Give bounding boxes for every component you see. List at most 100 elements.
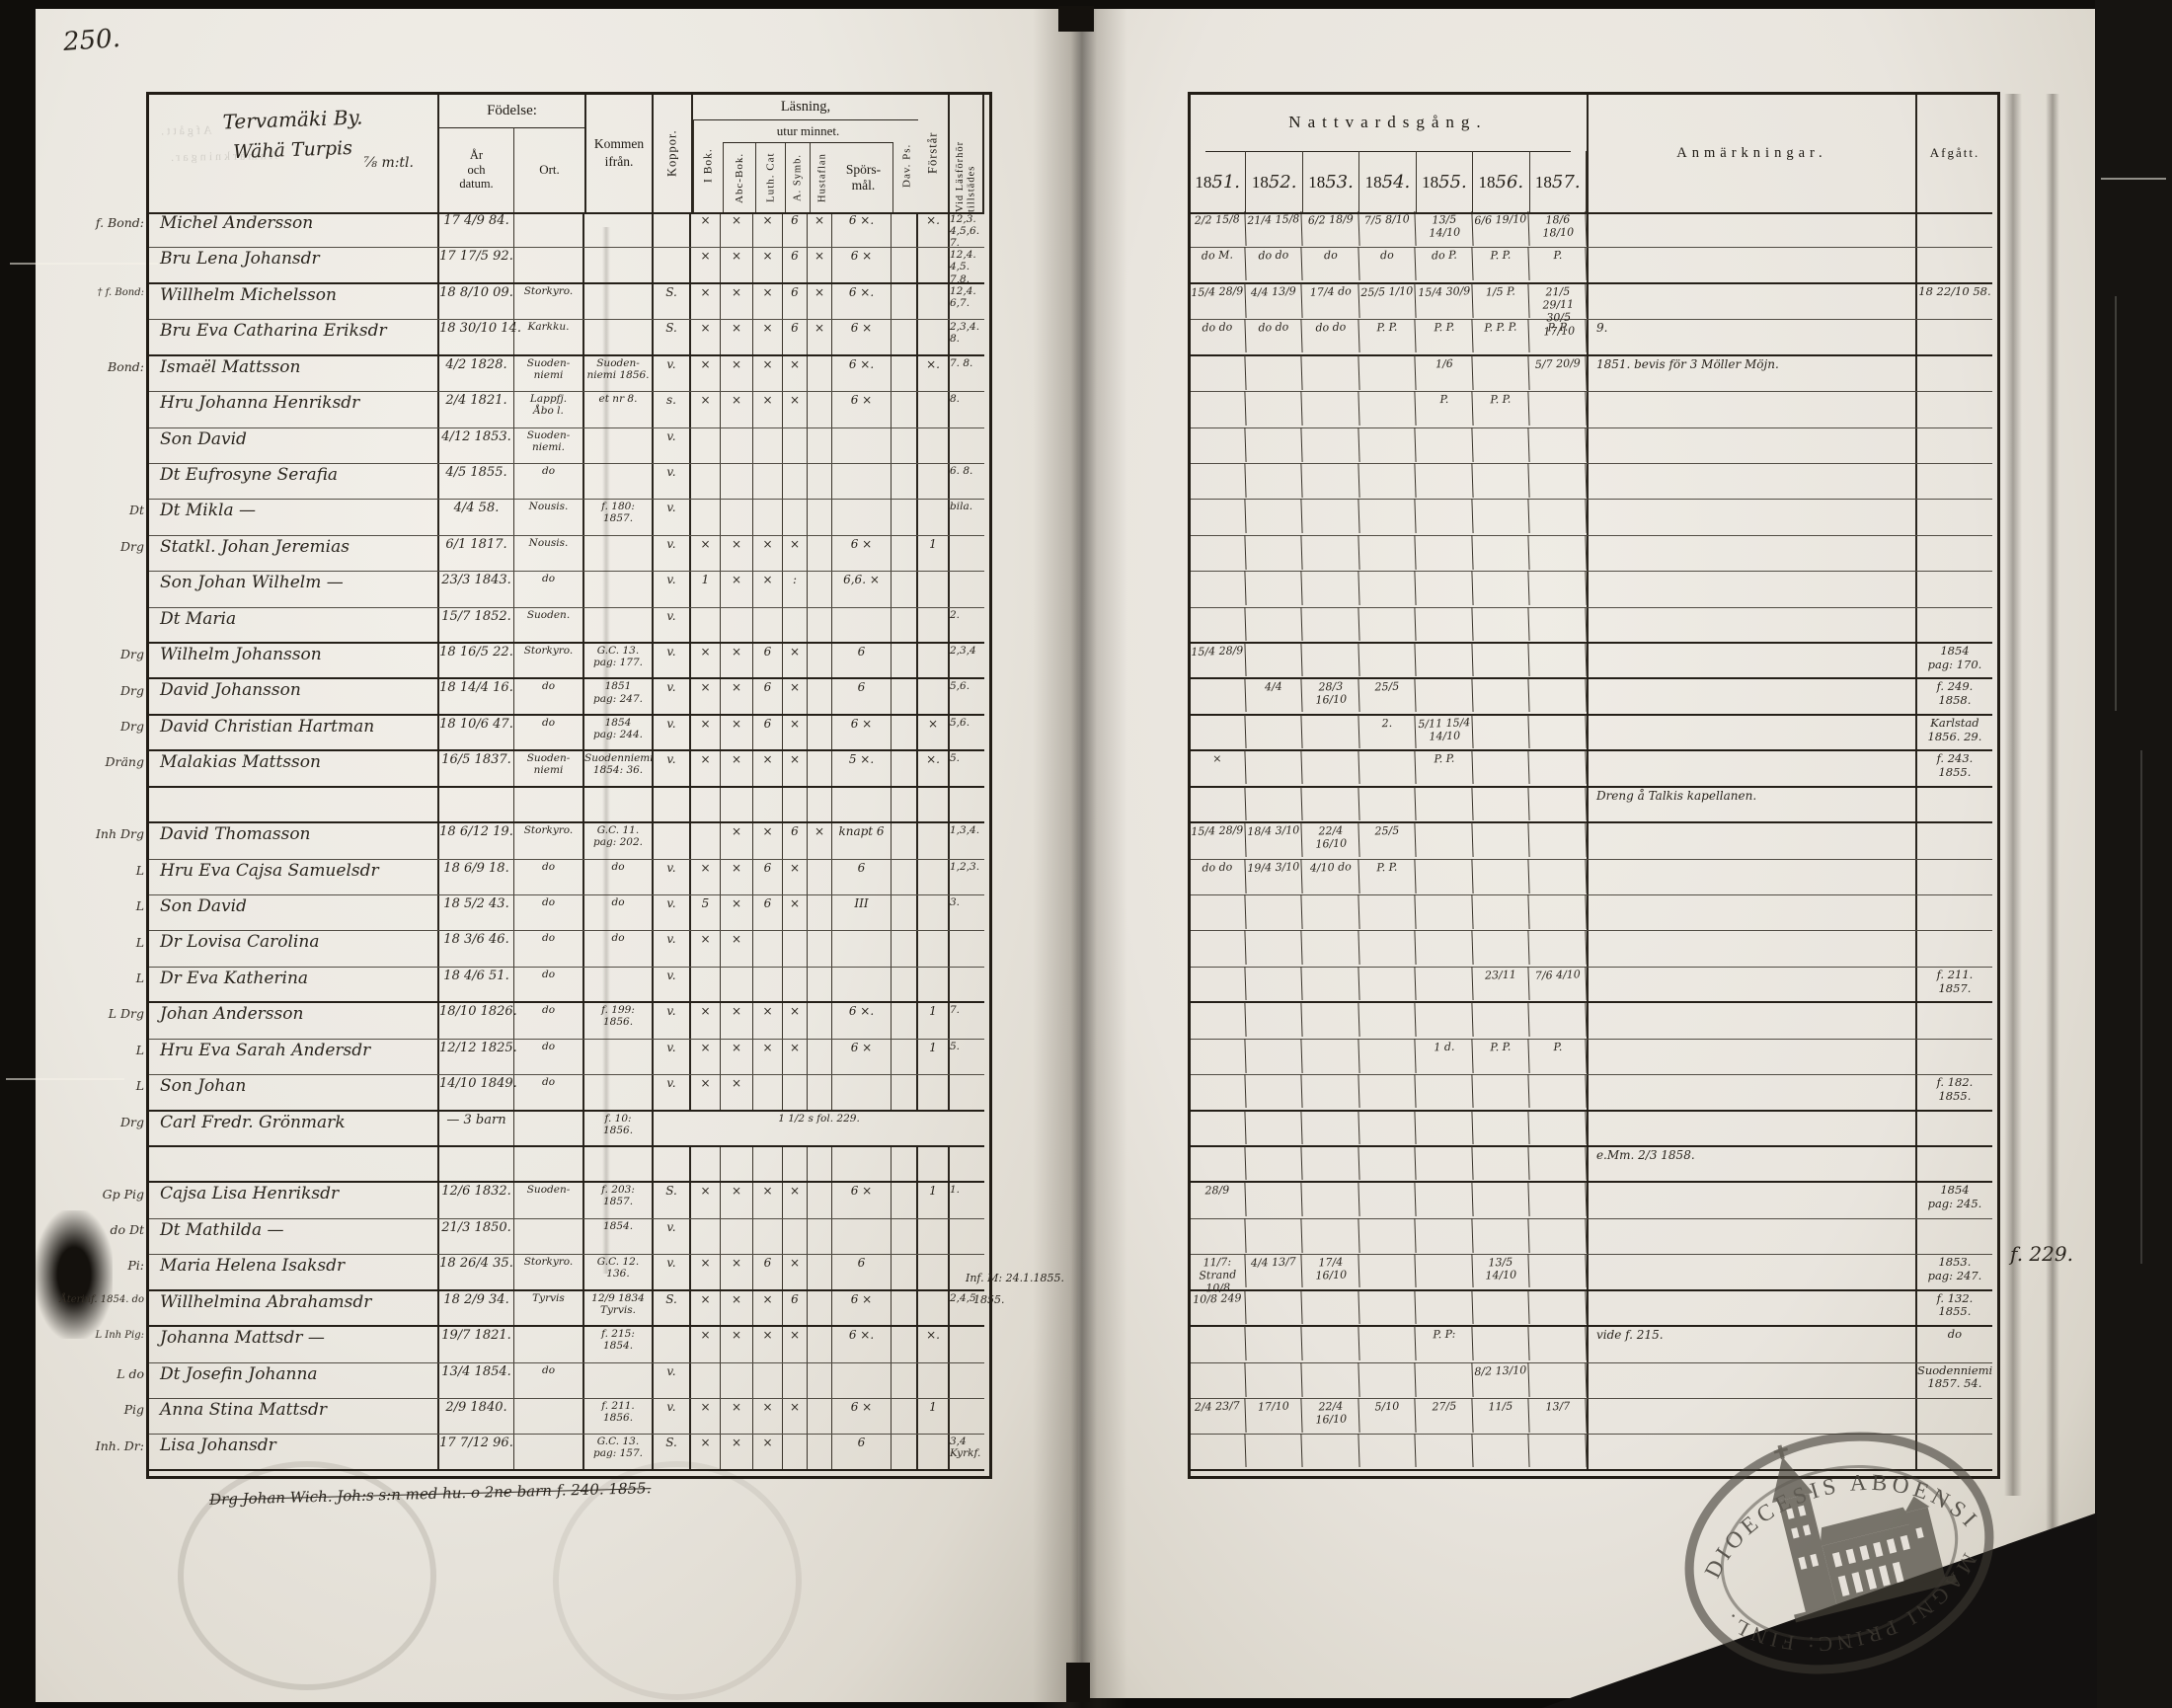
record-row: Statkl. Johan Jeremias 6/1 1817. Nousis. v.… (148, 535, 984, 573)
departed-cell (1914, 427, 1992, 463)
mark-cell: 1 (918, 1183, 950, 1218)
communion-cell (1302, 1038, 1360, 1076)
mark-cell (753, 967, 783, 1002)
col-davids-psalms: Dav. Ps. (900, 143, 913, 189)
mark-cell: 1 (691, 572, 721, 607)
origin-cell: do (514, 931, 584, 967)
departed-cell (1914, 212, 1992, 248)
communion-cell (1472, 462, 1531, 501)
mark-cell (654, 787, 691, 822)
mark-cell: × (721, 1398, 753, 1435)
communion-cell (1189, 1326, 1248, 1363)
communion-cell (1528, 1110, 1588, 1146)
communion-cell (1189, 1038, 1248, 1076)
communion-cell (1358, 930, 1418, 968)
communion-cell: 4/4 (1245, 678, 1304, 715)
remark-cell (1586, 1435, 1915, 1469)
mark-cell (808, 1183, 832, 1218)
departed-cell: Karlstad 1856. 29. (1914, 715, 1992, 750)
mark-cell (691, 500, 721, 535)
origin-cell: do (514, 1362, 584, 1398)
mark-cell: v. (654, 1398, 691, 1435)
communion-row (1189, 499, 1992, 536)
communion-cell (1189, 571, 1248, 608)
communion-row: 2/4 23/7 17/10 22/4 16/10 5/10 27/5 11/5 13/7 (1189, 1397, 1992, 1436)
mark-cell (918, 967, 950, 1002)
mark-cell: × (753, 1290, 783, 1326)
record-row: Maria Helena Isaksdr 18 26/4 35. Storkyro.… (148, 1255, 984, 1291)
communion-cell (1245, 1002, 1304, 1040)
mark-cell: S. (654, 1290, 691, 1326)
communion-cell (1472, 1289, 1531, 1327)
mark-cell (691, 967, 721, 1002)
mark-cell (808, 751, 832, 786)
from-cell: f. 180: 1857. (584, 500, 654, 535)
mark-cell: 6 (832, 679, 892, 714)
mark-cell: v. (654, 1039, 691, 1075)
communion-cell (1358, 1434, 1418, 1470)
record-row: Dt Eufrosyne Serafia 4/5 1855. do v. 6. 8. (148, 463, 984, 501)
mark-cell (892, 715, 918, 750)
communion-cell (1528, 894, 1588, 932)
mark-cell (721, 1218, 753, 1255)
born-cell: 18 30/10 14. (439, 320, 521, 354)
communion-cell (1416, 1361, 1474, 1399)
from-cell: Suodenniemi 1854: 36. (584, 751, 654, 786)
mark-cell (783, 967, 808, 1002)
communion-cell: P. (1416, 391, 1474, 428)
mark-cell: × (721, 1290, 753, 1326)
from-cell: 1851 pag: 247. (584, 679, 654, 714)
departed-cell: do (1914, 1327, 1992, 1362)
scratch-line (2101, 178, 2166, 180)
name-cell: David Christian Hartman (148, 715, 439, 750)
origin-cell (514, 1218, 584, 1255)
communion-cell (1358, 534, 1418, 573)
communion-cell (1302, 462, 1360, 501)
mark-cell (918, 1435, 950, 1469)
communion-cell (1358, 1038, 1418, 1076)
mark-cell: 6 × (832, 1398, 892, 1435)
communion-cell (1245, 1326, 1304, 1363)
departed-cell (1914, 607, 1992, 643)
attendance-cell (950, 931, 984, 966)
from-cell: f. 10: 1856. (584, 1111, 654, 1145)
mark-cell: × (721, 392, 753, 427)
born-cell: 21/3 1850. (439, 1218, 514, 1255)
record-row: Cajsa Lisa Henriksdr 12/6 1832. Suoden-f. … (148, 1183, 984, 1219)
communion-cell (1245, 606, 1304, 644)
attendance-header: Vid Läsförhör tillstädes (950, 94, 984, 212)
col-house-table: Hustaflan (810, 143, 834, 212)
mark-cell (918, 1362, 950, 1398)
mark-cell (918, 607, 950, 643)
departed-cell (1914, 1435, 1992, 1469)
mark-cell (721, 967, 753, 1002)
communion-cell (1358, 966, 1418, 1003)
communion-cell (1245, 1434, 1304, 1470)
communion-cell (1302, 714, 1360, 751)
mark-cell: × (753, 320, 783, 354)
communion-cell (1416, 1254, 1474, 1290)
communion-cell (1472, 678, 1531, 715)
name-cell: Ismaël Mattsson (148, 355, 439, 392)
record-row: Lisa Johansdr 17 7/12 96. G.C. 13. pag: 15… (148, 1435, 984, 1471)
margin-note: L (135, 970, 144, 985)
from-cell (584, 607, 654, 643)
communion-cell (1472, 1074, 1531, 1111)
from-cell (584, 463, 654, 500)
communion-cell (1358, 354, 1418, 393)
communion-cell (1302, 966, 1360, 1003)
communion-cell (1189, 966, 1248, 1003)
communion-cell (1245, 966, 1304, 1003)
communion-row: Dreng å Talkis kapellanen. (1189, 786, 1992, 824)
communion-row: e.Mm. 2/3 1858. (1189, 1145, 1992, 1184)
communion-cell: P. P. (1528, 319, 1588, 355)
mark-cell (892, 572, 918, 607)
mark-cell: × (808, 283, 832, 320)
mark-cell: × (753, 248, 783, 282)
mark-cell (808, 572, 832, 607)
remark-cell (1586, 1398, 1915, 1435)
mark-cell: × (783, 1398, 808, 1435)
mark-cell: × (721, 355, 753, 392)
mark-cell: v. (654, 931, 691, 967)
departed-cell (1914, 787, 1992, 822)
